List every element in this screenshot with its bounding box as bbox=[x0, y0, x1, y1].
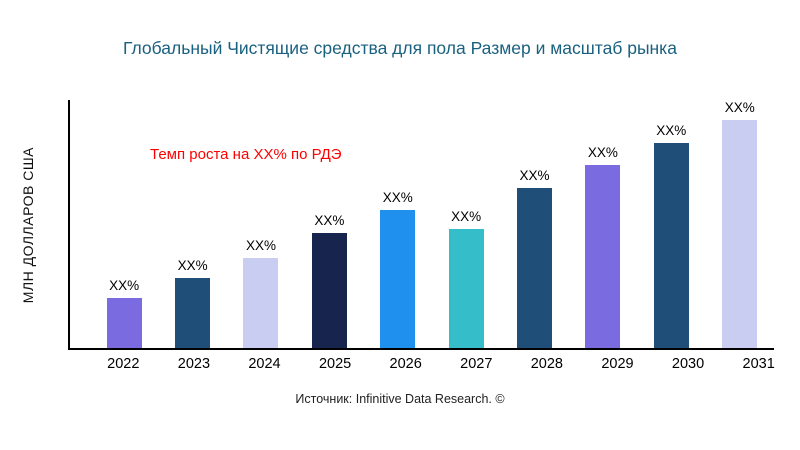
bar-value-label-2028: XX% bbox=[519, 167, 550, 183]
x-tick-2028: 2028 bbox=[530, 356, 563, 372]
bar-slot-2024: XX% bbox=[233, 100, 289, 348]
growth-rate-annotation: Темп роста на XX% по РДЭ bbox=[150, 146, 342, 163]
x-axis-ticks: 2022 2023 2024 2025 2026 2027 2028 2029 2030 2031 bbox=[68, 356, 794, 372]
bar-2029 bbox=[585, 165, 621, 348]
bar-slot-2030: XX% bbox=[643, 100, 699, 348]
bar-2024 bbox=[243, 257, 279, 348]
bar-value-label-2027: XX% bbox=[451, 208, 482, 224]
x-tick-2027: 2027 bbox=[460, 356, 493, 372]
bars-area: XX% XX% XX% XX% XX% XX% XX% XX% XX% XX% bbox=[70, 100, 774, 348]
bar-2023 bbox=[175, 278, 211, 348]
bar-2026 bbox=[380, 210, 416, 348]
bar-value-label-2031: XX% bbox=[724, 100, 755, 116]
source-attribution: Источник: Infinitive Data Research. © bbox=[295, 392, 505, 406]
bar-slot-2023: XX% bbox=[165, 100, 221, 348]
bar-slot-2027: XX% bbox=[438, 100, 494, 348]
bar-value-label-2025: XX% bbox=[314, 213, 345, 229]
bar-value-label-2024: XX% bbox=[245, 237, 276, 253]
bar-value-label-2026: XX% bbox=[382, 190, 413, 206]
x-tick-2022: 2022 bbox=[107, 356, 140, 372]
x-tick-2025: 2025 bbox=[318, 356, 352, 372]
bar-value-label-2029: XX% bbox=[587, 145, 618, 161]
x-tick-2031: 2031 bbox=[742, 356, 775, 372]
x-tick-2029: 2029 bbox=[601, 356, 634, 372]
bar-2022 bbox=[106, 298, 142, 348]
bar-2028 bbox=[517, 187, 553, 348]
bar-2027 bbox=[448, 228, 484, 348]
x-tick-2030: 2030 bbox=[671, 356, 705, 372]
bar-slot-2031: XX% bbox=[712, 100, 768, 348]
bar-slot-2025: XX% bbox=[301, 100, 357, 348]
bar-2025 bbox=[311, 233, 347, 348]
bar-value-label-2022: XX% bbox=[109, 278, 140, 294]
plot-area: XX% XX% XX% XX% XX% XX% XX% XX% XX% XX% bbox=[68, 100, 774, 350]
bar-slot-2026: XX% bbox=[370, 100, 426, 348]
x-tick-2023: 2023 bbox=[177, 356, 211, 372]
x-tick-2024: 2024 bbox=[248, 356, 281, 372]
bar-slot-2022: XX% bbox=[96, 100, 152, 348]
y-axis-label-wrap: МЛН ДОЛЛАРОВ США bbox=[20, 100, 36, 350]
bar-value-label-2023: XX% bbox=[177, 258, 208, 274]
bar-2030 bbox=[653, 142, 689, 348]
chart-title: Глобальный Чистящие средства для пола Ра… bbox=[123, 38, 677, 58]
y-axis-label: МЛН ДОЛЛАРОВ США bbox=[20, 146, 36, 304]
bar-slot-2028: XX% bbox=[507, 100, 563, 348]
bar-2031 bbox=[722, 120, 758, 348]
bar-slot-2029: XX% bbox=[575, 100, 631, 348]
bar-value-label-2030: XX% bbox=[656, 122, 687, 138]
x-tick-2026: 2026 bbox=[389, 356, 422, 372]
